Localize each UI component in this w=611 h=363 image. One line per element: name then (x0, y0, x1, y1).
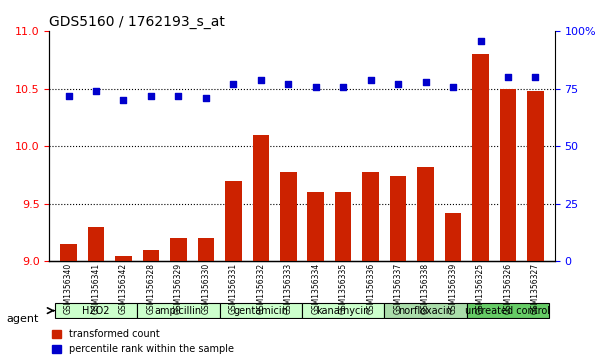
Bar (197, 238, 214, 261)
Bar (335, 192, 351, 261)
Point (311, 84, 321, 90)
Point (91, 88, 101, 94)
Text: kanamycin: kanamycin (316, 306, 370, 315)
FancyBboxPatch shape (384, 303, 467, 318)
Bar (390, 176, 406, 261)
FancyBboxPatch shape (467, 303, 549, 318)
Point (256, 77, 266, 83)
Text: GSM1356328: GSM1356328 (147, 263, 155, 314)
Point (119, 98, 128, 103)
Text: gentamicin: gentamicin (233, 306, 288, 315)
Bar (445, 213, 461, 261)
Point (421, 79, 431, 85)
Text: GSM1356326: GSM1356326 (503, 263, 513, 314)
Text: GSM1356337: GSM1356337 (393, 263, 403, 314)
Text: GSM1356329: GSM1356329 (174, 263, 183, 314)
Bar (115, 256, 132, 261)
Point (338, 84, 348, 90)
Point (284, 81, 293, 87)
Point (174, 93, 183, 99)
Bar (170, 238, 186, 261)
Point (146, 93, 156, 99)
Bar (143, 250, 159, 261)
Text: GSM1356339: GSM1356339 (448, 263, 458, 314)
Text: GSM1356340: GSM1356340 (64, 263, 73, 314)
Text: GSM1356335: GSM1356335 (338, 263, 348, 314)
Point (366, 77, 376, 83)
Bar (225, 181, 241, 261)
Text: H2O2: H2O2 (82, 306, 110, 315)
Text: GSM1356338: GSM1356338 (421, 263, 430, 314)
Text: GSM1356336: GSM1356336 (366, 263, 375, 314)
Bar (307, 192, 324, 261)
Text: GSM1356325: GSM1356325 (476, 263, 485, 314)
Text: GSM1356334: GSM1356334 (311, 263, 320, 314)
Bar (527, 91, 544, 261)
Bar (60, 244, 77, 261)
Point (393, 81, 403, 87)
Point (530, 74, 540, 80)
Text: norfloxacin: norfloxacin (398, 306, 453, 315)
Point (448, 84, 458, 90)
Text: GSM1356327: GSM1356327 (531, 263, 540, 314)
FancyBboxPatch shape (302, 303, 384, 318)
Text: GSM1356341: GSM1356341 (92, 263, 101, 314)
Text: GSM1356333: GSM1356333 (284, 263, 293, 314)
Point (475, 38, 485, 44)
Point (64, 93, 73, 99)
Point (201, 95, 211, 101)
Bar (500, 89, 516, 261)
Text: agent: agent (6, 314, 38, 325)
Bar (417, 167, 434, 261)
Point (229, 81, 238, 87)
Point (503, 74, 513, 80)
Text: untreated control: untreated control (466, 306, 551, 315)
Bar (88, 227, 104, 261)
Text: GSM1356330: GSM1356330 (202, 263, 210, 314)
Legend: transformed count, percentile rank within the sample: transformed count, percentile rank withi… (48, 326, 238, 358)
Text: GSM1356332: GSM1356332 (256, 263, 265, 314)
FancyBboxPatch shape (219, 303, 302, 318)
FancyBboxPatch shape (55, 303, 137, 318)
Bar (362, 172, 379, 261)
FancyBboxPatch shape (137, 303, 219, 318)
Text: GSM1356331: GSM1356331 (229, 263, 238, 314)
Bar (472, 54, 489, 261)
Bar (280, 172, 296, 261)
Text: GDS5160 / 1762193_s_at: GDS5160 / 1762193_s_at (49, 15, 225, 29)
Text: ampicillin: ampicillin (155, 306, 202, 315)
Bar (252, 135, 269, 261)
Text: GSM1356342: GSM1356342 (119, 263, 128, 314)
